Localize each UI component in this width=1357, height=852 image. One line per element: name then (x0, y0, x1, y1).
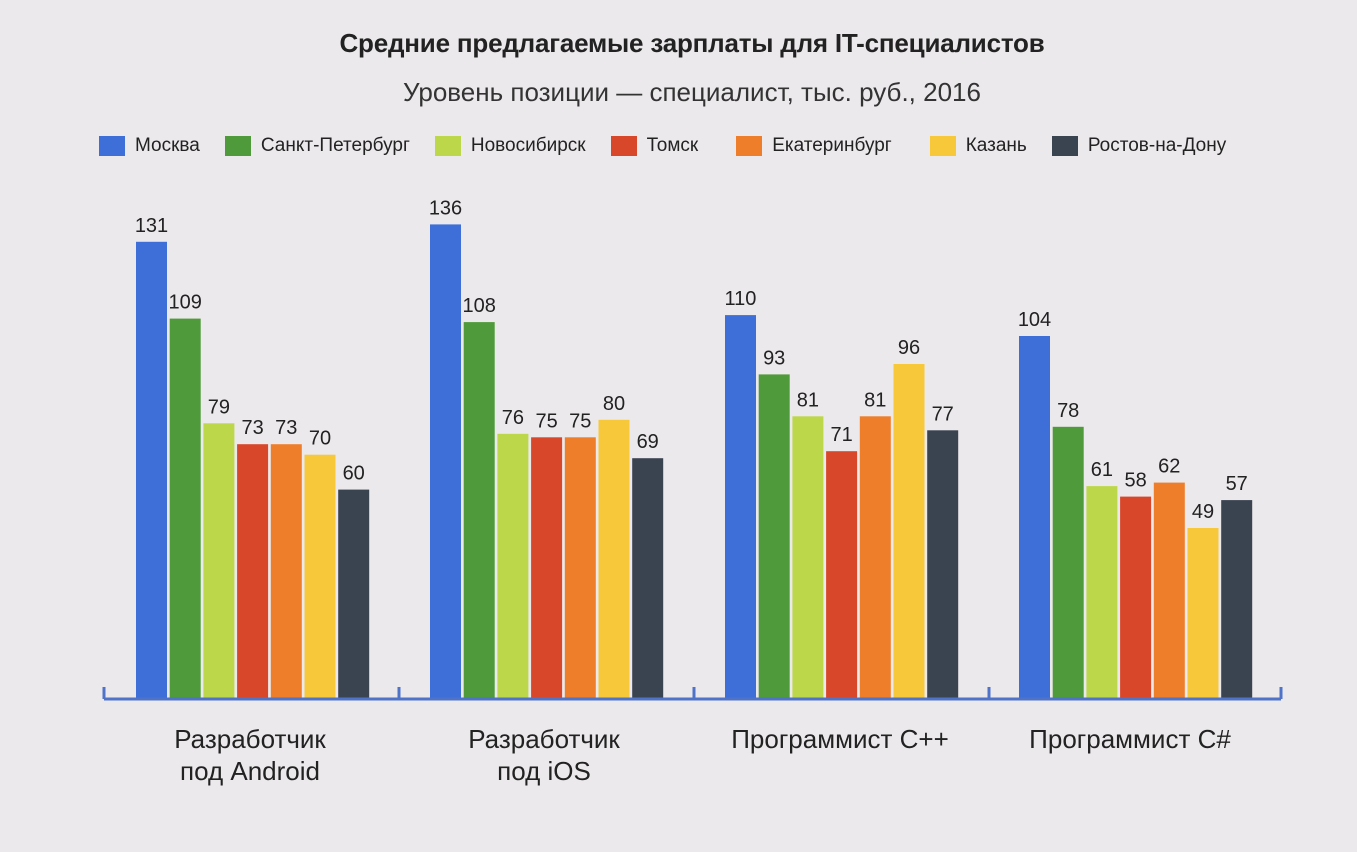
legend-swatch (929, 136, 956, 156)
bar-value-label: 62 (1158, 456, 1180, 478)
bar (1086, 486, 1118, 699)
legend-item-novosibirsk: Новосибирск (434, 135, 586, 157)
legend-item-spb: Санкт-Петербург (224, 135, 410, 157)
category-label-ios: Разработчик под iOS (468, 724, 620, 786)
bar (169, 318, 201, 699)
bar-value-label: 80 (603, 393, 625, 415)
bar (826, 451, 858, 699)
bar-value-label: 131 (135, 215, 168, 237)
bar-value-label: 81 (864, 389, 886, 411)
legend-item-moscow: Москва (99, 135, 200, 157)
bar-value-label: 96 (898, 337, 920, 359)
bar-value-label: 76 (502, 407, 524, 429)
bar-value-label: 109 (169, 292, 202, 314)
bar-value-label: 136 (429, 197, 462, 219)
legend-swatch (736, 136, 763, 156)
legend-label: Москва (135, 135, 200, 156)
bar-value-label: 57 (1226, 473, 1248, 495)
bar (1153, 482, 1185, 699)
bar (136, 241, 167, 700)
bar-value-label: 75 (569, 410, 591, 432)
bar (304, 454, 336, 699)
bar (203, 423, 235, 699)
bar-value-label: 108 (463, 295, 496, 317)
bar-value-label: 104 (1018, 309, 1051, 331)
legend-item-tomsk: Томск (610, 135, 699, 157)
bar-value-label: 77 (932, 403, 954, 425)
bar-value-label: 69 (637, 431, 659, 453)
legend-swatch (224, 136, 251, 156)
bar (725, 315, 756, 699)
legend-label: Томск (646, 135, 699, 156)
bar (927, 430, 959, 699)
category-label-android: Разработчик под Android (174, 724, 326, 786)
bar (859, 416, 891, 699)
bar (237, 444, 269, 699)
bar (430, 224, 461, 699)
chart-title: Средние предлагаемые зарплаты для IT-спе… (339, 28, 1045, 58)
legend-label: Санкт-Петербург (260, 135, 410, 156)
bar-value-label: 71 (830, 424, 852, 446)
legend-label: Екатеринбург (772, 135, 892, 156)
bar (1019, 336, 1050, 699)
bar (564, 437, 596, 700)
bar-value-label: 73 (241, 417, 263, 439)
bar (893, 364, 925, 699)
bar (792, 416, 824, 699)
bar-value-label: 93 (763, 347, 785, 369)
bar-value-label: 58 (1124, 470, 1146, 492)
category-label-cpp: Программист С++ (731, 724, 949, 754)
bar-value-label: 49 (1192, 501, 1214, 523)
bar-value-label: 60 (343, 463, 365, 485)
legend-item-rostov: Ростов-на-Дону (1051, 135, 1227, 157)
bar (497, 433, 529, 699)
bar-value-label: 79 (208, 396, 230, 418)
bar (338, 489, 370, 699)
bar (632, 458, 664, 699)
category-label-csharp: Программист С# (1029, 724, 1231, 754)
bar-value-label: 81 (797, 389, 819, 411)
bar-value-label: 70 (309, 428, 331, 450)
bar-value-label: 78 (1057, 400, 1079, 422)
bar-value-label: 61 (1091, 459, 1113, 481)
legend-label: Ростов-на-Дону (1087, 135, 1227, 156)
bar-value-label: 73 (275, 417, 297, 439)
bar (758, 374, 790, 699)
legend-swatch (610, 136, 637, 156)
bar (1187, 528, 1219, 699)
bar (463, 322, 495, 699)
bar (598, 419, 630, 699)
legend-swatch (99, 136, 125, 156)
bar (1120, 496, 1152, 699)
legend-label: Новосибирск (470, 135, 586, 156)
bar (270, 444, 302, 699)
bar (1052, 426, 1084, 699)
bar (1221, 500, 1253, 699)
legend-swatch (434, 136, 461, 156)
legend-item-kazan: Казань (929, 135, 1027, 157)
bar-value-label: 75 (535, 410, 557, 432)
legend-swatch (1051, 136, 1078, 156)
chart-subtitle: Уровень позиции — специалист, тыс. руб.,… (403, 77, 981, 107)
legend: Москва Санкт-Петербург Новосибирск Томск… (99, 133, 1226, 159)
bar (531, 437, 563, 700)
bar-value-label: 110 (725, 288, 757, 310)
legend-label: Казань (965, 135, 1027, 156)
legend-item-ekaterinburg: Екатеринбург (736, 135, 892, 157)
